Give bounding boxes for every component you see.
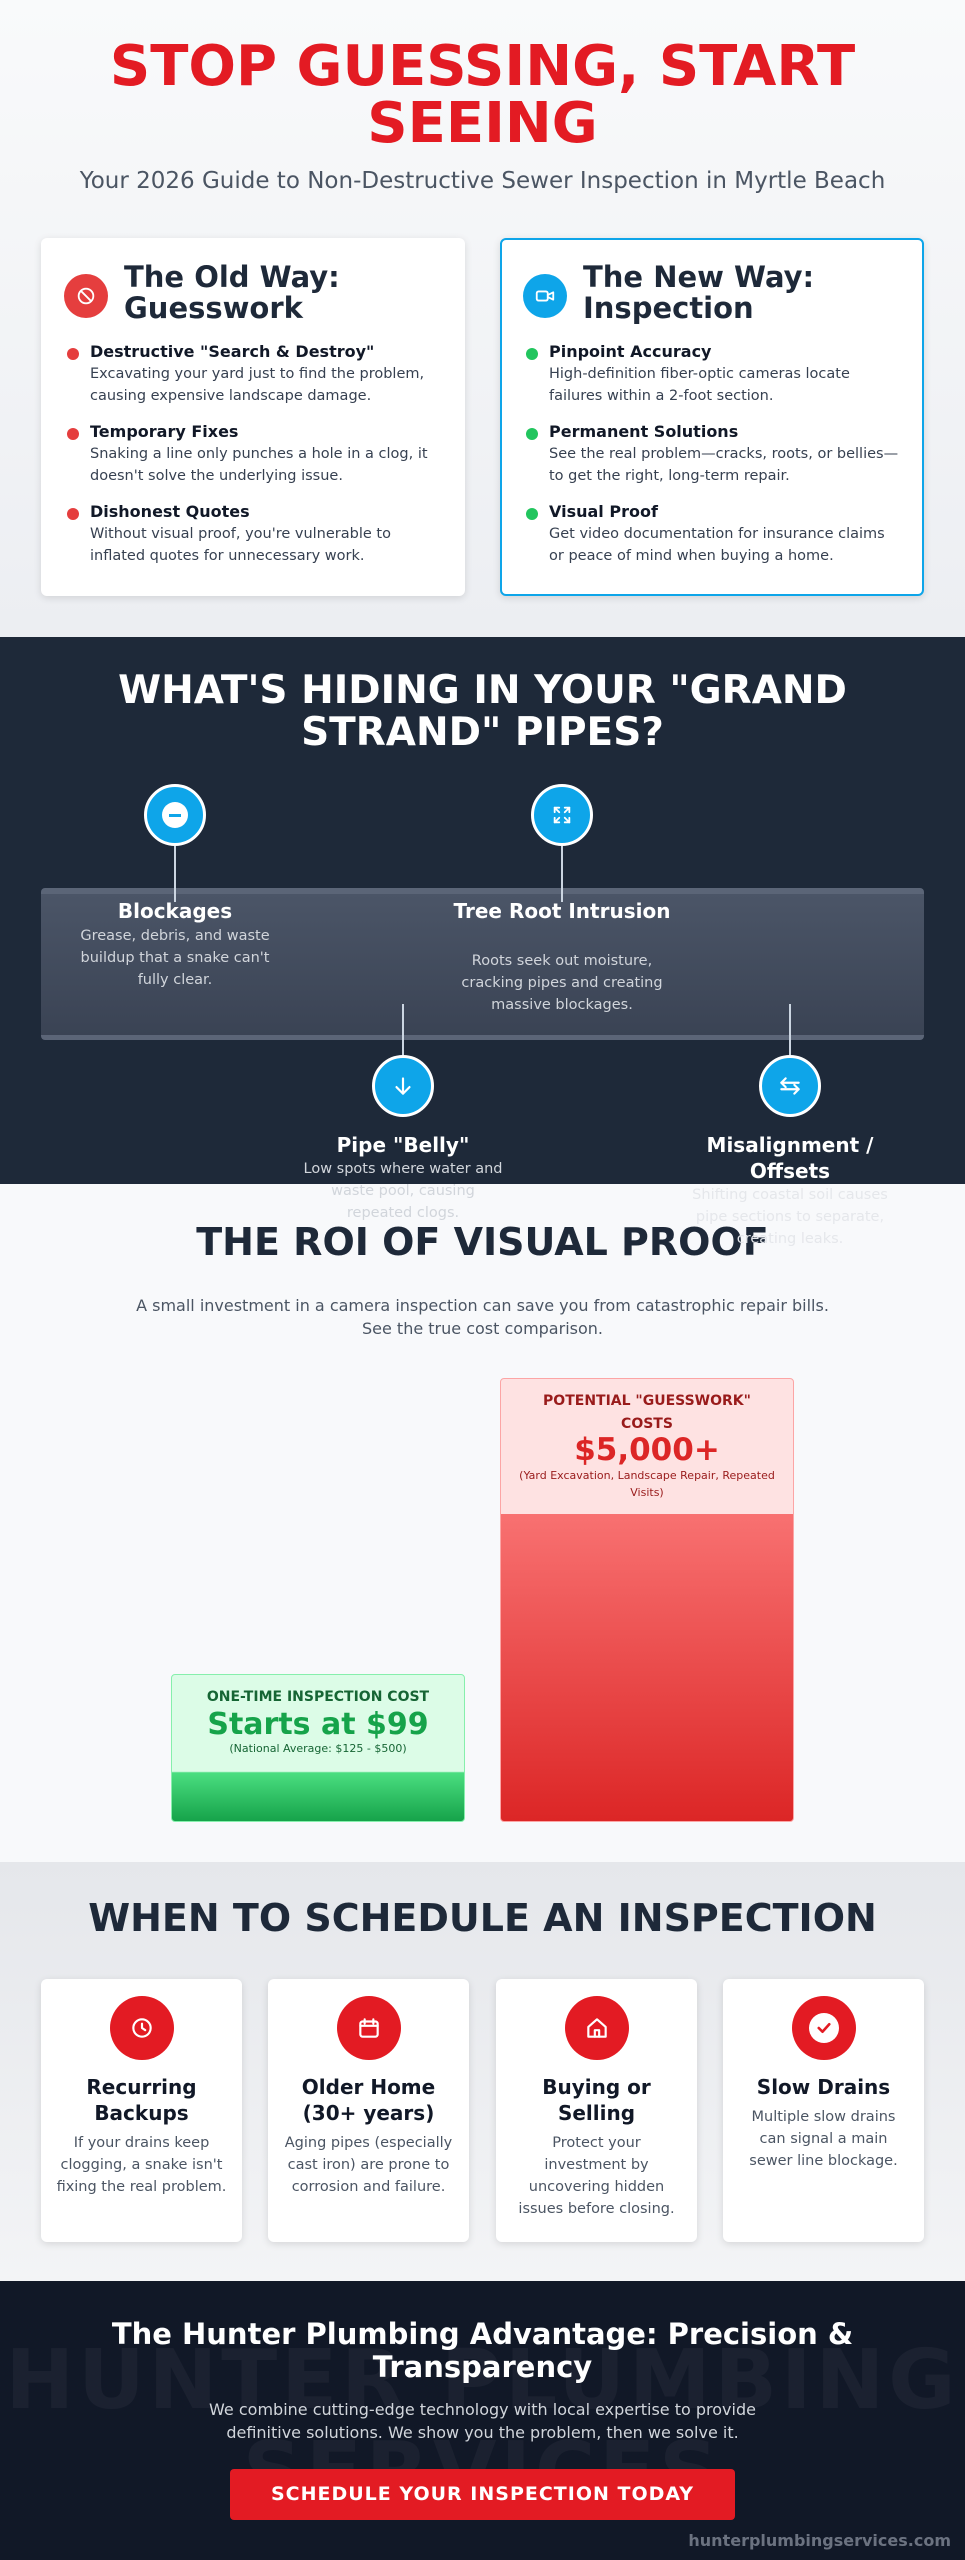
card-title: The New Way: Inspection [583, 260, 815, 325]
schedule-text: Protect your investment by uncovering hi… [518, 2135, 675, 2217]
problem-title: Tree Root Intrusion [453, 899, 671, 923]
problem-icon [372, 1055, 434, 1117]
schedule-text: If your drains keep clogging, a snake is… [56, 2135, 227, 2195]
timeline-band [41, 888, 924, 1040]
item-text: High-definition fiber-optic cameras loca… [549, 366, 850, 404]
card-icon [523, 274, 567, 318]
schedule-icon [337, 1996, 401, 2060]
schedule-text: Multiple slow drains can signal a main s… [749, 2109, 898, 2169]
schedule-text: Aging pipes (especially cast iron) are p… [284, 2135, 453, 2195]
bullet [67, 348, 79, 360]
hero-title: STOP GUESSING, START SEEING [109, 34, 856, 156]
inspection-bar [171, 1674, 465, 1822]
item-title: Permanent Solutions [549, 422, 739, 441]
icon [395, 1077, 411, 1095]
icon [809, 2013, 839, 2043]
item-title: Visual Proof [549, 502, 658, 521]
icon-bar [169, 813, 181, 817]
connector [402, 1004, 404, 1056]
problem-icon [759, 1055, 821, 1117]
icon [162, 802, 188, 828]
check [817, 2022, 831, 2034]
new-way-card [500, 238, 924, 596]
problem-text: Grease, debris, and waste buildup that a… [80, 928, 270, 988]
schedule-icon [110, 1996, 174, 2060]
bullet [67, 508, 79, 520]
guesswork-label: POTENTIAL "GUESSWORK" COSTS [543, 1393, 751, 1432]
icon [553, 806, 571, 824]
item-title: Dishonest Quotes [90, 502, 250, 521]
schedule-title: Buying or Selling [542, 2075, 651, 2125]
roi-title: THE ROI OF VISUAL PROOF [196, 1220, 769, 1264]
footer-text: We combine cutting-edge technology with … [209, 2400, 756, 2442]
card-icon [64, 274, 108, 318]
problem-title: Misalignment / Offsets [706, 1133, 874, 1183]
connector [174, 846, 176, 902]
item-text: Excavating your yard just to find the pr… [90, 366, 425, 404]
icon [780, 1077, 800, 1095]
icon [132, 2018, 152, 2038]
guesswork-bar [500, 1378, 794, 1822]
item-text: See the real problem—cracks, roots, or b… [549, 446, 899, 484]
item-title: Pinpoint Accuracy [549, 342, 712, 361]
hero-subtitle: Your 2026 Guide to Non-Destructive Sewer… [79, 168, 886, 194]
item-text: Snaking a line only punches a hole in a … [90, 446, 428, 484]
connector [561, 846, 563, 902]
inspection-label: ONE-TIME INSPECTION COST [206, 1689, 430, 1705]
problem-text: Low spots where water and waste pool, ca… [303, 1161, 503, 1221]
problem-title: Blockages [117, 899, 233, 923]
item-title: Destructive "Search & Destroy" [90, 342, 375, 361]
item-text: Get video documentation for insurance cl… [549, 526, 885, 564]
card-title: The Old Way: Guesswork [124, 260, 340, 325]
schedule-title: WHEN TO SCHEDULE AN INSPECTION [88, 1896, 877, 1940]
bullet [526, 508, 538, 520]
cta-button[interactable]: SCHEDULE YOUR INSPECTION TODAY [230, 2469, 735, 2520]
icon [587, 2018, 607, 2038]
bullet [526, 348, 538, 360]
inspection-note: (National Average: $125 - $500) [229, 1742, 407, 1755]
guesswork-price: $5,000+ [574, 1432, 720, 1468]
problem-text: Shifting coastal soil causes pipe sectio… [692, 1187, 888, 1247]
icon [359, 2018, 379, 2038]
item-text: Without visual proof, you're vulnerable … [90, 526, 391, 564]
guesswork-note: (Yard Excavation, Landscape Repair, Repe… [519, 1469, 775, 1499]
old-way-card [41, 238, 465, 596]
problem-text: Roots seek out moisture, cracking pipes … [461, 953, 663, 1013]
schedule-title: Older Home (30+ years) [301, 2075, 436, 2125]
schedule-title: Recurring Backups [86, 2075, 197, 2125]
footer-title: The Hunter Plumbing Advantage: Precision… [111, 2317, 854, 2384]
footer-url: hunterplumbingservices.com [688, 2531, 951, 2550]
icon [77, 287, 95, 305]
connector [789, 1004, 791, 1056]
problem-icon [531, 784, 593, 846]
bullet [67, 428, 79, 440]
item-title: Temporary Fixes [90, 422, 239, 441]
problem-title: Pipe "Belly" [336, 1133, 470, 1157]
problems-title: WHAT'S HIDING IN YOUR "GRAND STRAND" PIP… [118, 668, 847, 755]
schedule-icon [792, 1996, 856, 2060]
inspection-price: Starts at $99 [207, 1707, 429, 1742]
schedule-icon [565, 1996, 629, 2060]
problem-icon [144, 784, 206, 846]
bullet [526, 428, 538, 440]
icon [535, 290, 555, 302]
roi-subtitle: A small investment in a camera inspectio… [136, 1296, 829, 1338]
schedule-title: Slow Drains [756, 2075, 891, 2099]
